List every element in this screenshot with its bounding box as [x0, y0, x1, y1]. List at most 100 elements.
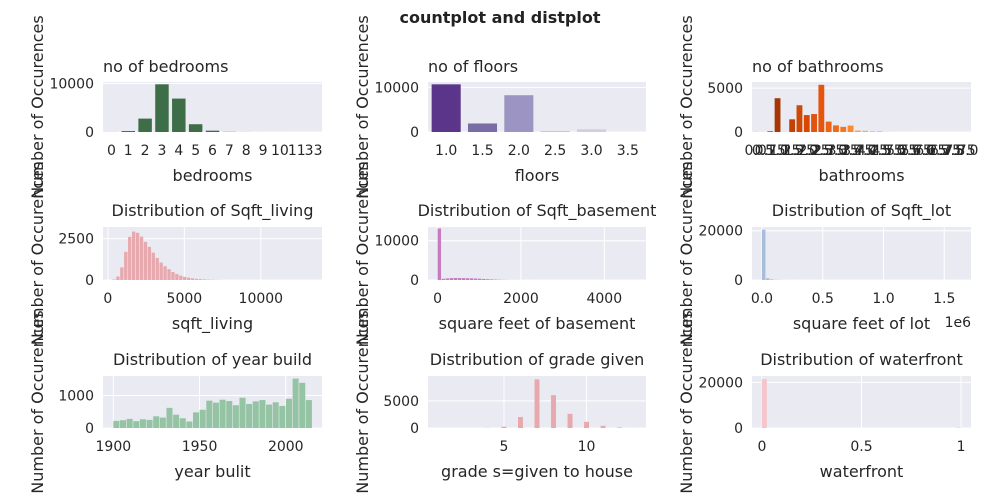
sqft_basement-bar-10	[478, 278, 482, 280]
bathrooms-xtick-5: 1.5	[781, 143, 803, 159]
sqft_basement-ylabel: Number of Occurences	[353, 162, 372, 345]
floors-axes-bg	[428, 82, 646, 132]
yr_built-xtick-1: 1950	[182, 439, 218, 455]
yr_built-bar-1	[119, 420, 127, 428]
bedrooms-ytick-0: 0	[85, 125, 94, 141]
yr_built-bar-29	[305, 400, 312, 428]
floors-bar-3	[540, 131, 570, 132]
bedrooms-xtick-5: 5	[191, 143, 200, 159]
floors-title: no of floors	[428, 57, 518, 76]
bedrooms-title: no of bedrooms	[103, 57, 228, 76]
yr_built-bar-13	[199, 409, 206, 428]
waterfront-xtick-0: 0	[757, 439, 766, 455]
sqft_basement-bar-2	[445, 278, 450, 280]
bathrooms-bar-14	[854, 130, 861, 132]
bathrooms-xtick-16: 4.25	[857, 143, 888, 159]
bathrooms-xtick-3: 1.0	[766, 143, 788, 159]
sqft_living-bar-13	[163, 266, 167, 280]
floors-xtick-1: 1.5	[471, 143, 493, 159]
bedrooms-bar-6	[205, 130, 220, 132]
yr_built-bar-9	[173, 414, 180, 428]
bathrooms-bar-7	[803, 115, 810, 132]
floors-xlabel: floors	[515, 166, 560, 185]
bathrooms-bar-12	[840, 126, 847, 132]
yr_built-bar-3	[133, 421, 140, 428]
bedrooms-xtick-7: 7	[225, 143, 234, 159]
grade-bar-5	[534, 379, 540, 428]
bedrooms-xtick-9: 9	[259, 143, 268, 159]
waterfront-ytick-0: 0	[734, 421, 743, 437]
grade-bar-8	[584, 421, 590, 428]
bathrooms-xtick-18: 4.75	[871, 143, 902, 159]
sqft_basement-bar-9	[473, 278, 478, 280]
bedrooms-bar-1	[121, 131, 136, 132]
yr_built-bar-6	[153, 416, 160, 428]
bathrooms-xtick-14: 3.75	[842, 143, 873, 159]
grade-ylabel: Number of Occurences	[353, 310, 372, 493]
bathrooms-axes-bg	[752, 82, 971, 132]
bedrooms-xtick-12: 33	[305, 143, 323, 159]
bathrooms-xtick-20: 5.25	[886, 143, 917, 159]
sqft_living-bar-1	[116, 276, 120, 280]
sqft_basement-bar-8	[469, 278, 474, 280]
sqft_living-xtick-1: 5000	[167, 291, 203, 307]
bedrooms-ytick-1: 10000	[49, 76, 94, 92]
yr_built-bar-11	[186, 421, 193, 428]
sqft_lot-ytick-0: 0	[734, 273, 743, 289]
waterfront-bar-0	[761, 379, 767, 428]
bathrooms-xtick-22: 5.75	[901, 143, 932, 159]
bathrooms-xtick-13: 3.5	[839, 143, 861, 159]
bathrooms-xtick-0: 0.0	[745, 143, 767, 159]
sqft_living-bar-14	[167, 269, 171, 280]
sqft_basement-xtick-2: 4000	[586, 291, 622, 307]
bedrooms-bar-2	[138, 118, 152, 132]
grade-bar-4	[518, 416, 523, 428]
sqft_living-bar-5	[131, 231, 136, 280]
sqft_basement-bar-6	[461, 278, 466, 280]
floors-bar-1	[467, 123, 498, 132]
yr_built-bar-16	[219, 399, 226, 428]
sqft_living-xlabel: sqft_living	[172, 314, 253, 334]
sqft_lot-bar-1	[766, 278, 770, 280]
bedrooms-xtick-4: 4	[174, 143, 183, 159]
sqft_basement-bar-0	[437, 228, 442, 280]
grade-title: Distribution of grade given	[430, 350, 645, 369]
figure-suptitle: countplot and distplot	[400, 8, 601, 27]
bedrooms-axes-bg	[103, 82, 322, 132]
bathrooms-xtick-8: 2.25	[798, 143, 829, 159]
bedrooms-xtick-11: 11	[288, 143, 306, 159]
floors-xtick-3: 2.5	[544, 143, 566, 159]
floors-bar-4	[576, 129, 607, 132]
yr_built-ytick-0: 0	[85, 421, 94, 437]
grade-bar-9	[600, 425, 606, 428]
bathrooms-ytick-0: 0	[734, 125, 743, 141]
yr_built-bar-0	[113, 420, 120, 428]
sqft_living-ylabel: Number of Occurences	[28, 162, 47, 345]
sqft_living-bar-19	[187, 277, 191, 280]
sqft_basement-ytick-1: 10000	[374, 234, 419, 250]
yr_built-xlabel: year bulit	[174, 462, 250, 481]
sqft_living-bar-18	[183, 276, 187, 280]
sqft_living-bar-7	[139, 236, 144, 280]
bathrooms-xtick-9: 2.5	[810, 143, 832, 159]
sqft_living-bar-11	[155, 257, 159, 280]
bedrooms-xtick-2: 2	[141, 143, 150, 159]
bathrooms-xtick-17: 4.5	[869, 143, 891, 159]
sqft_lot-bar-2	[770, 279, 774, 280]
waterfront-xtick-1: 0.5	[850, 439, 872, 455]
sqft_lot-xtick-3: 1.5	[933, 291, 955, 307]
grade-xtick-0: 5	[500, 439, 509, 455]
sqft_basement-bar-11	[482, 278, 486, 280]
sqft_lot-bar-0	[762, 229, 766, 280]
sqft_living-bar-23	[202, 279, 207, 280]
yr_built-bar-26	[285, 398, 292, 428]
bathrooms-xtick-6: 1.75	[784, 143, 815, 159]
sqft_basement-axes-bg	[428, 227, 646, 280]
sqft_living-bar-6	[135, 232, 140, 280]
waterfront-xtick-2: 1	[957, 439, 966, 455]
waterfront-ytick-1: 20000	[698, 375, 743, 391]
bathrooms-bar-16	[869, 131, 876, 132]
grade-ytick-0: 0	[410, 421, 419, 437]
sqft_living-bar-16	[175, 274, 179, 280]
yr_built-bar-8	[166, 407, 173, 428]
